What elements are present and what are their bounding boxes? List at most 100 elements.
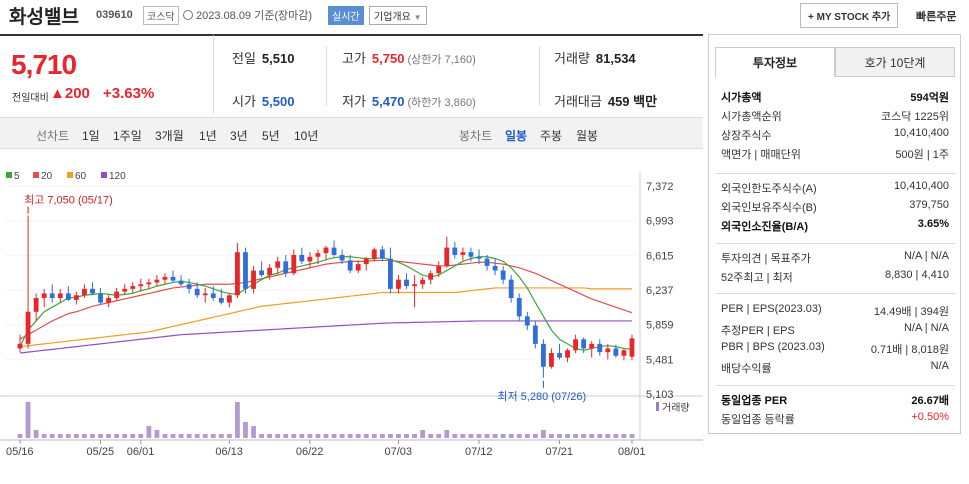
x-tick-label: 06/13 — [215, 446, 243, 458]
stat-prev: 전일 5,510 — [232, 51, 295, 66]
candle — [162, 273, 168, 285]
volume-bar — [82, 434, 87, 438]
y-tick-label: 5,481 — [646, 354, 674, 366]
candle-body — [404, 279, 409, 287]
candle — [557, 343, 562, 360]
tab-investment-info[interactable]: 투자정보 — [715, 47, 835, 77]
candle-body — [259, 270, 264, 276]
range-1y[interactable]: 1년 — [199, 129, 217, 143]
stat-amount: 거래대금 459 백만 — [554, 94, 658, 109]
volume-bar — [339, 434, 345, 438]
volume-bar — [404, 434, 409, 438]
candle-body — [49, 293, 55, 299]
candle-body — [210, 293, 216, 299]
candle — [589, 341, 595, 358]
info-value: 594억원 — [910, 92, 949, 104]
candle — [291, 249, 297, 276]
volume-bar — [194, 434, 200, 438]
info-row: 동일업종 PER 26.67배 — [721, 392, 949, 410]
candle — [396, 275, 401, 294]
candle-body — [339, 254, 345, 261]
tab-hoga-10[interactable]: 호가 10단계 — [835, 47, 955, 77]
range-3y[interactable]: 3년 — [230, 129, 248, 143]
legend-label: 120 — [109, 171, 126, 182]
candle-body — [65, 293, 71, 300]
candle-chart-button[interactable]: 봉차트 — [459, 129, 493, 143]
candle — [460, 247, 466, 261]
info-row: PBR | BPS (2023.03) 0.71배 | 8,018원 — [721, 341, 949, 359]
divider — [715, 385, 955, 386]
fast-order-link[interactable]: 빠른주문 — [916, 11, 957, 23]
candle — [532, 320, 538, 349]
candle-body — [605, 348, 611, 353]
volume-bar — [388, 434, 393, 438]
company-overview-dropdown[interactable]: 기업개요 ▼ — [369, 6, 427, 25]
volume-bar — [629, 434, 635, 438]
x-tick-label: 05/16 — [6, 446, 34, 458]
candle-body — [226, 295, 232, 303]
candle-body — [516, 298, 522, 317]
info-row: 투자의견 | 목표주가 N/A | N/A — [721, 250, 949, 268]
info-label: 시가총액 — [721, 92, 762, 104]
candle — [573, 334, 579, 354]
candle-body — [251, 270, 256, 289]
volume-bar — [57, 434, 63, 438]
stock-name: 화성밸브 — [9, 7, 79, 28]
candle-body — [218, 298, 224, 303]
volume-bar — [371, 434, 377, 438]
info-value: 10,410,400 — [893, 180, 949, 192]
candle-body — [508, 279, 514, 299]
candle — [41, 288, 47, 308]
candle-body — [476, 256, 482, 259]
range-1d[interactable]: 1일 — [82, 129, 100, 143]
candle-body — [452, 247, 458, 255]
ma-line-20 — [19, 259, 633, 340]
candle — [106, 295, 112, 308]
volume-bar — [460, 434, 466, 438]
info-label: 상장주식수 — [721, 130, 772, 142]
range-5y[interactable]: 5년 — [262, 129, 280, 143]
range-3m[interactable]: 3개월 — [155, 129, 184, 143]
range-1w[interactable]: 1주일 — [113, 129, 142, 143]
candle — [243, 247, 248, 294]
y-tick-label: 5,859 — [646, 320, 674, 332]
y-tick-label: 7,372 — [646, 181, 674, 193]
candle — [186, 278, 192, 294]
candle — [49, 284, 55, 303]
line-chart-button[interactable]: 선차트 — [36, 129, 70, 143]
volume-bar — [283, 434, 289, 438]
period-daily[interactable]: 일봉 — [505, 129, 528, 143]
volume-bar — [428, 434, 434, 438]
stock-header: 화성밸브 039610 코스닥 2023.08.09 기준(장마감) 실시간 기… — [0, 0, 969, 30]
candle — [90, 282, 95, 296]
investment-info-panel: 투자정보 호가 10단계 시가총액 594억원 시가총액순위 코스닥 1225위 상장주… — [708, 34, 961, 434]
add-mystock-button[interactable]: + MY STOCK 추가 — [800, 3, 899, 28]
candle-body — [275, 261, 281, 268]
candle-body — [90, 288, 95, 294]
divider — [715, 173, 955, 174]
candle-body — [540, 343, 546, 367]
date-text: 2023.08.09 기준(장마감) — [183, 7, 312, 23]
volume-bar — [299, 434, 305, 438]
period-weekly[interactable]: 주봉 — [540, 129, 563, 143]
candle — [492, 258, 498, 276]
candle-body — [436, 265, 442, 274]
range-10y[interactable]: 10년 — [294, 129, 319, 143]
stock-chart[interactable]: 7,372 6,993 6,615 6,237 5,859 5,481 5,103 5 20 60… — [0, 150, 703, 484]
candle-body — [565, 350, 570, 358]
realtime-button[interactable]: 실시간 — [328, 6, 364, 25]
candle — [98, 287, 103, 305]
divider — [715, 243, 955, 244]
legend-label: 5 — [14, 171, 20, 182]
high-annotation: 최고 7,050 (05/17) — [24, 194, 113, 207]
volume-bar — [621, 434, 627, 438]
candle-body — [243, 252, 248, 289]
info-value: 26.67배 — [911, 395, 949, 407]
candle — [130, 282, 136, 294]
divider — [539, 46, 540, 106]
info-label: 동일업종 PER — [721, 395, 788, 407]
candle — [388, 247, 393, 294]
x-tick-label: 05/25 — [87, 446, 115, 458]
candle-body — [412, 284, 417, 287]
period-monthly[interactable]: 월봉 — [576, 129, 599, 143]
